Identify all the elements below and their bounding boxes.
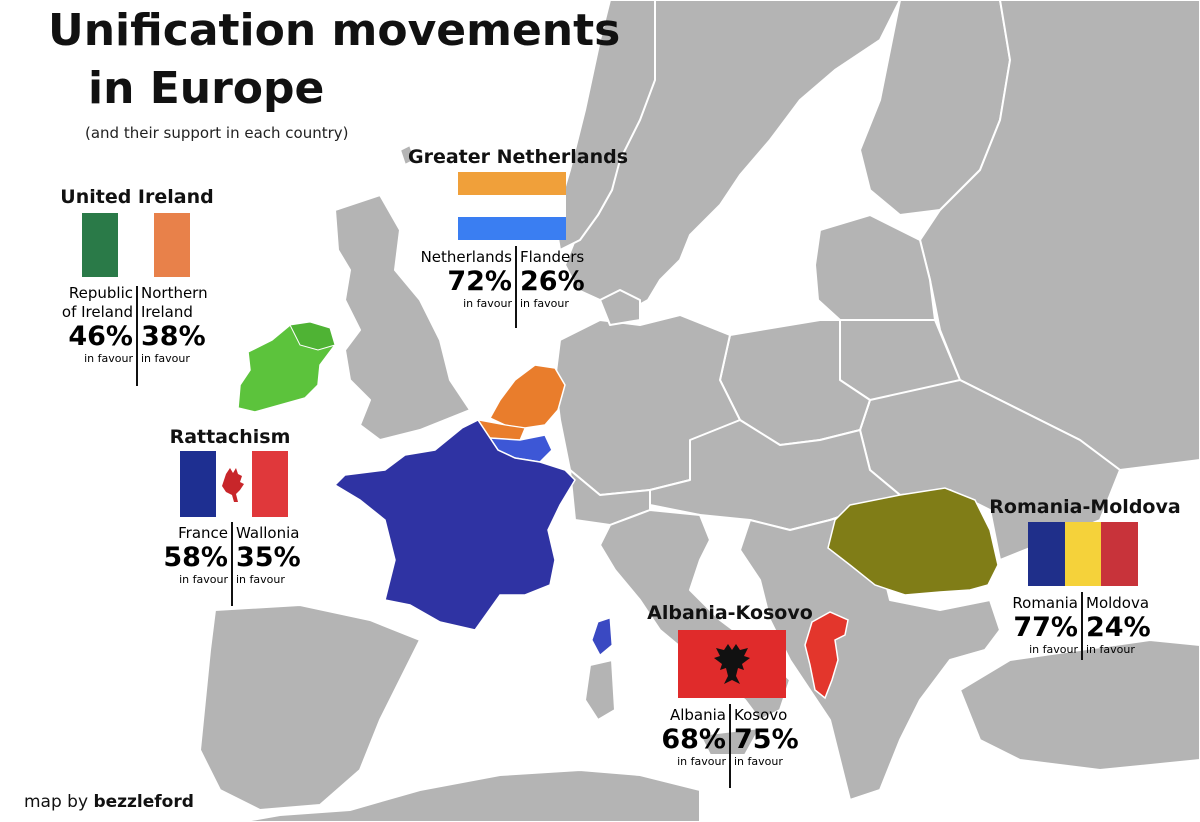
credit-author: bezzleford xyxy=(93,792,194,812)
region-name: France xyxy=(178,524,228,542)
region-name: Albania xyxy=(669,706,726,724)
northern-ireland-stat: Northern Ireland 38% in favour xyxy=(137,284,241,365)
support-percent: 77% xyxy=(1013,612,1078,643)
region-name: Romania xyxy=(1012,594,1078,612)
north-africa xyxy=(239,769,701,822)
support-percent: 24% xyxy=(1086,612,1151,643)
united-ireland-panel: United Ireland xyxy=(37,186,237,208)
romania-stat: Romania 77% in favour xyxy=(978,594,1082,656)
rattachism-panel: Rattachism xyxy=(160,426,300,448)
republic-of-ireland-stat: Republic of Ireland 46% in favour xyxy=(33,284,137,365)
rattachism-stats: France 58% in favour Wallonia 35% in fav… xyxy=(128,524,336,586)
in-favour-label: in favour xyxy=(520,297,569,310)
romania-moldova-region xyxy=(827,487,999,596)
flanders-stat: Flanders 26% in favour xyxy=(516,248,620,310)
in-favour-label: in favour xyxy=(677,755,726,768)
region-name: Flanders xyxy=(520,248,585,266)
romania-moldova-heading: Romania-Moldova xyxy=(989,496,1181,518)
albania-kosovo-region xyxy=(804,611,849,700)
region-name: Moldova xyxy=(1086,594,1150,612)
in-favour-label: in favour xyxy=(236,573,285,586)
turkey xyxy=(959,639,1200,771)
albanian-flag xyxy=(678,630,786,698)
albania-kosovo-heading: Albania-Kosovo xyxy=(647,602,813,624)
romania-moldova-panel: Romania-Moldova xyxy=(985,496,1185,518)
irish-flag xyxy=(82,213,190,277)
support-percent: 58% xyxy=(163,542,228,573)
france-stat: France 58% in favour xyxy=(128,524,232,586)
in-favour-label: in favour xyxy=(1086,643,1135,656)
denmark xyxy=(599,289,641,326)
corsica-region xyxy=(591,617,613,656)
norway-south xyxy=(554,0,656,251)
iberia xyxy=(199,604,421,811)
region-name: of Ireland xyxy=(61,303,133,321)
support-percent: 75% xyxy=(734,724,799,755)
divider-line xyxy=(136,286,138,386)
albania-stat: Albania 68% in favour xyxy=(626,706,730,768)
franco-walloon-flag xyxy=(180,451,288,517)
netherlands-region xyxy=(488,364,566,429)
divider-line xyxy=(515,246,517,328)
romanian-flag xyxy=(1028,522,1139,586)
region-name: Netherlands xyxy=(420,248,512,266)
support-percent: 26% xyxy=(520,266,585,297)
united-ireland-heading: United Ireland xyxy=(60,186,214,208)
albania-kosovo-panel: Albania-Kosovo xyxy=(640,602,820,624)
in-favour-label: in favour xyxy=(463,297,512,310)
region-name: Kosovo xyxy=(734,706,788,724)
support-percent: 38% xyxy=(141,321,206,352)
france-region xyxy=(333,419,576,631)
region-name: Ireland xyxy=(141,303,193,321)
prince-flag xyxy=(458,172,566,241)
greater-netherlands-stats: Netherlands 72% in favour Flanders 26% i… xyxy=(412,248,620,310)
sardinia xyxy=(584,659,616,721)
in-favour-label: in favour xyxy=(1029,643,1078,656)
wallonia-stat: Wallonia 35% in favour xyxy=(232,524,336,586)
united-ireland-stats: Republic of Ireland 46% in favour Northe… xyxy=(33,284,241,365)
rooster-icon xyxy=(222,468,244,502)
support-percent: 68% xyxy=(661,724,726,755)
title-line-1: Unification movements xyxy=(48,5,621,56)
map-subtitle: (and their support in each country) xyxy=(85,124,349,142)
netherlands-stat: Netherlands 72% in favour xyxy=(412,248,516,310)
support-percent: 46% xyxy=(68,321,133,352)
romania-moldova-stats: Romania 77% in favour Moldova 24% in fav… xyxy=(978,594,1186,656)
moldova-stat: Moldova 24% in favour xyxy=(1082,594,1186,656)
greater-netherlands-heading: Greater Netherlands xyxy=(408,146,629,168)
northern-ireland-region xyxy=(289,321,336,351)
region-name: Republic xyxy=(68,284,133,302)
region-name: Northern xyxy=(141,284,208,302)
rattachism-heading: Rattachism xyxy=(169,426,291,448)
double-headed-eagle-icon xyxy=(714,644,750,684)
great-britain xyxy=(334,194,471,441)
albania-kosovo-stats: Albania 68% in favour Kosovo 75% in favo… xyxy=(626,706,834,768)
credit-prefix: map by xyxy=(24,792,89,812)
divider-line xyxy=(729,704,731,788)
kosovo-stat: Kosovo 75% in favour xyxy=(730,706,834,768)
divider-line xyxy=(1081,592,1083,660)
in-favour-label: in favour xyxy=(734,755,783,768)
in-favour-label: in favour xyxy=(141,352,190,365)
greater-netherlands-panel: Greater Netherlands xyxy=(408,146,628,168)
title-line-2: in Europe xyxy=(88,63,325,114)
region-name: Wallonia xyxy=(236,524,300,542)
faroe-shetland xyxy=(399,144,416,166)
in-favour-label: in favour xyxy=(84,352,133,365)
support-percent: 35% xyxy=(236,542,301,573)
map-credit: map by bezzleford xyxy=(24,792,194,812)
support-percent: 72% xyxy=(447,266,512,297)
map-title: Unification movements in Europe xyxy=(48,2,620,118)
in-favour-label: in favour xyxy=(179,573,228,586)
divider-line xyxy=(231,522,233,606)
